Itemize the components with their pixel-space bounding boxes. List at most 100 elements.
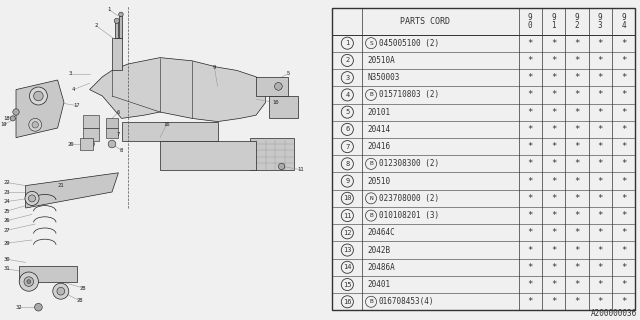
- Polygon shape: [26, 173, 118, 208]
- Text: 5: 5: [345, 109, 349, 115]
- Text: *: *: [574, 177, 580, 186]
- Text: *: *: [551, 245, 556, 255]
- Circle shape: [19, 272, 38, 291]
- Text: 31: 31: [3, 266, 10, 271]
- Polygon shape: [83, 128, 99, 141]
- Text: 012308300 (2): 012308300 (2): [379, 159, 439, 168]
- Text: *: *: [621, 125, 626, 134]
- Text: *: *: [621, 142, 626, 151]
- Circle shape: [24, 277, 34, 286]
- Text: *: *: [621, 263, 626, 272]
- Text: *: *: [574, 39, 580, 48]
- Text: 2: 2: [345, 57, 349, 63]
- Text: 9
0: 9 0: [528, 12, 532, 30]
- Text: 19: 19: [0, 122, 6, 127]
- Text: *: *: [527, 211, 533, 220]
- Circle shape: [275, 83, 282, 90]
- Text: *: *: [551, 297, 556, 306]
- Text: *: *: [574, 91, 580, 100]
- Text: 010108201 (3): 010108201 (3): [379, 211, 439, 220]
- Text: *: *: [598, 56, 603, 65]
- Text: 9
4: 9 4: [621, 12, 626, 30]
- Text: 23: 23: [3, 189, 10, 195]
- Text: 20101: 20101: [367, 108, 391, 116]
- Text: B: B: [369, 92, 373, 97]
- Text: *: *: [527, 108, 533, 116]
- Text: 12: 12: [343, 230, 351, 236]
- Text: *: *: [574, 263, 580, 272]
- Text: 25: 25: [3, 209, 10, 214]
- Text: 1: 1: [345, 40, 349, 46]
- Text: *: *: [527, 263, 533, 272]
- Text: 10: 10: [343, 195, 351, 201]
- Text: 4: 4: [72, 87, 76, 92]
- Circle shape: [53, 283, 69, 299]
- Text: 7: 7: [345, 144, 349, 150]
- Text: *: *: [621, 297, 626, 306]
- Text: *: *: [527, 194, 533, 203]
- Text: *: *: [527, 142, 533, 151]
- Text: 11: 11: [343, 212, 351, 219]
- Text: 016708453(4): 016708453(4): [379, 297, 435, 306]
- Polygon shape: [90, 58, 266, 122]
- Text: *: *: [621, 108, 626, 116]
- Text: *: *: [527, 159, 533, 168]
- Text: *: *: [621, 159, 626, 168]
- Text: *: *: [598, 228, 603, 237]
- Text: *: *: [551, 91, 556, 100]
- Text: *: *: [621, 211, 626, 220]
- Text: 17: 17: [74, 103, 80, 108]
- Text: *: *: [598, 245, 603, 255]
- Text: *: *: [621, 177, 626, 186]
- Text: 30: 30: [3, 257, 10, 262]
- Polygon shape: [160, 141, 256, 170]
- Text: *: *: [598, 159, 603, 168]
- Circle shape: [10, 116, 15, 121]
- Polygon shape: [83, 115, 99, 128]
- Text: PARTS CORD: PARTS CORD: [401, 17, 451, 26]
- Text: 20414: 20414: [367, 125, 391, 134]
- Text: 26: 26: [3, 218, 10, 223]
- Polygon shape: [256, 77, 288, 96]
- Text: *: *: [551, 228, 556, 237]
- Text: A200000036: A200000036: [591, 309, 637, 318]
- Text: *: *: [598, 91, 603, 100]
- Circle shape: [29, 118, 42, 131]
- Polygon shape: [112, 38, 122, 70]
- Polygon shape: [16, 80, 64, 138]
- Text: *: *: [551, 125, 556, 134]
- Text: *: *: [621, 39, 626, 48]
- Text: *: *: [551, 142, 556, 151]
- Text: *: *: [574, 125, 580, 134]
- Text: *: *: [527, 73, 533, 82]
- Text: 045005100 (2): 045005100 (2): [379, 39, 439, 48]
- Text: 27: 27: [3, 228, 10, 233]
- Text: 20510A: 20510A: [367, 56, 396, 65]
- Text: *: *: [551, 263, 556, 272]
- Text: *: *: [527, 39, 533, 48]
- Text: *: *: [574, 108, 580, 116]
- Text: 8: 8: [120, 148, 124, 153]
- Polygon shape: [122, 122, 218, 141]
- Text: N: N: [369, 196, 373, 201]
- Text: *: *: [621, 228, 626, 237]
- Text: *: *: [598, 211, 603, 220]
- Text: 9: 9: [212, 65, 216, 70]
- Text: *: *: [527, 245, 533, 255]
- Text: 20464C: 20464C: [367, 228, 396, 237]
- Text: *: *: [598, 39, 603, 48]
- Text: *: *: [551, 280, 556, 289]
- Text: 2: 2: [94, 23, 98, 28]
- Text: *: *: [527, 56, 533, 65]
- Text: *: *: [527, 177, 533, 186]
- Text: 24: 24: [3, 199, 10, 204]
- Text: *: *: [598, 280, 603, 289]
- Text: 1: 1: [107, 7, 111, 12]
- Text: *: *: [527, 297, 533, 306]
- Text: *: *: [621, 194, 626, 203]
- Text: *: *: [598, 297, 603, 306]
- Text: 22: 22: [3, 180, 10, 185]
- Text: *: *: [621, 91, 626, 100]
- Polygon shape: [269, 96, 298, 118]
- Text: 29: 29: [3, 241, 10, 246]
